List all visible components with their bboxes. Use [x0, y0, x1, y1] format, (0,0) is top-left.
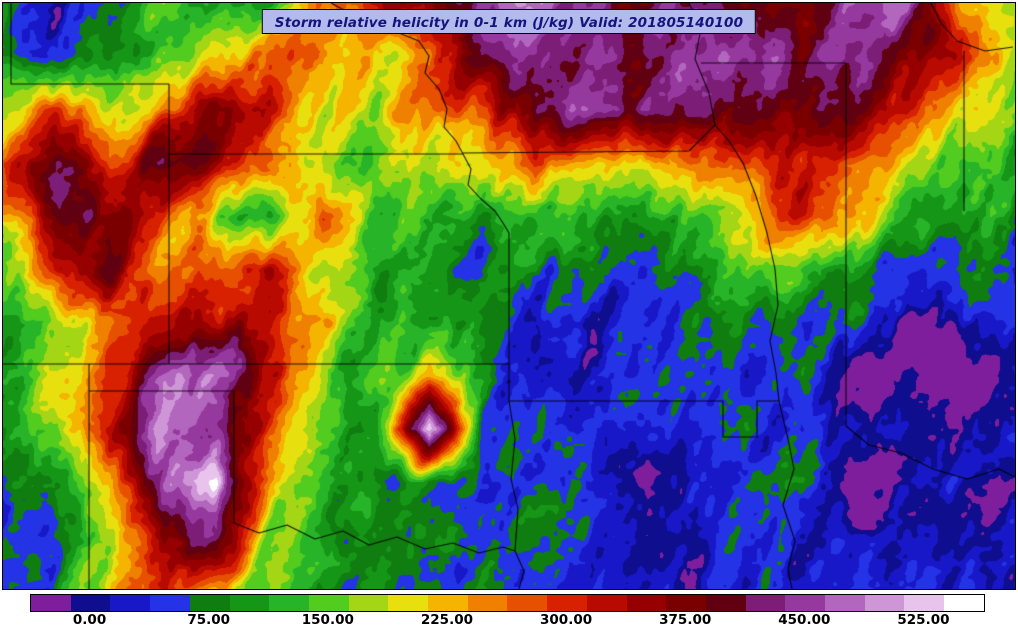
colorbar-segment: [269, 595, 309, 611]
colorbar-segment: [388, 595, 429, 611]
colorbar-segment: [586, 595, 627, 611]
colorbar-tick-label: 450.00: [778, 612, 831, 628]
colorbar: [30, 594, 985, 612]
colorbar-tick-label: 525.00: [897, 612, 950, 628]
colorbar-tick-label: 225.00: [420, 612, 473, 628]
map-title: Storm relative helicity in 0-1 km (J/kg)…: [274, 15, 744, 31]
colorbar-segment: [864, 595, 905, 611]
colorbar-segment: [150, 595, 190, 611]
colorbar-segment: [348, 595, 389, 611]
colorbar-segment: [110, 595, 151, 611]
colorbar-segment: [189, 595, 230, 611]
colorbar-segment: [467, 595, 508, 611]
colorbar-tick-label: 0.00: [72, 612, 107, 628]
colorbar-segment: [785, 595, 826, 611]
colorbar-segment: [825, 595, 865, 611]
colorbar-ticks: 0.00 75.00 150.00 225.00 300.00 375.00 450.00 5…: [0, 612, 1018, 632]
colorbar-segment: [229, 595, 270, 611]
colorbar-segment: [626, 595, 667, 611]
colorbar-segment: [705, 595, 746, 611]
colorbar-segment: [745, 595, 786, 611]
colorbar-segment: [666, 595, 706, 611]
colorbar-tick-label: 75.00: [187, 612, 231, 628]
colorbar-segment: [70, 595, 111, 611]
colorbar-segment: [428, 595, 468, 611]
colorbar-segment: [547, 595, 587, 611]
colorbar-segment: [904, 595, 945, 611]
colorbar-segment: [507, 595, 548, 611]
colorbar-tick-label: 300.00: [540, 612, 593, 628]
helicity-field-canvas: [2, 2, 1016, 590]
colorbar-segment: [308, 595, 349, 611]
colorbar-segment: [31, 595, 71, 611]
colorbar-tick-label: 375.00: [659, 612, 712, 628]
map-title-box: Storm relative helicity in 0-1 km (J/kg)…: [261, 9, 757, 34]
colorbar-segment: [944, 595, 984, 611]
colorbar-tick-label: 150.00: [301, 612, 354, 628]
